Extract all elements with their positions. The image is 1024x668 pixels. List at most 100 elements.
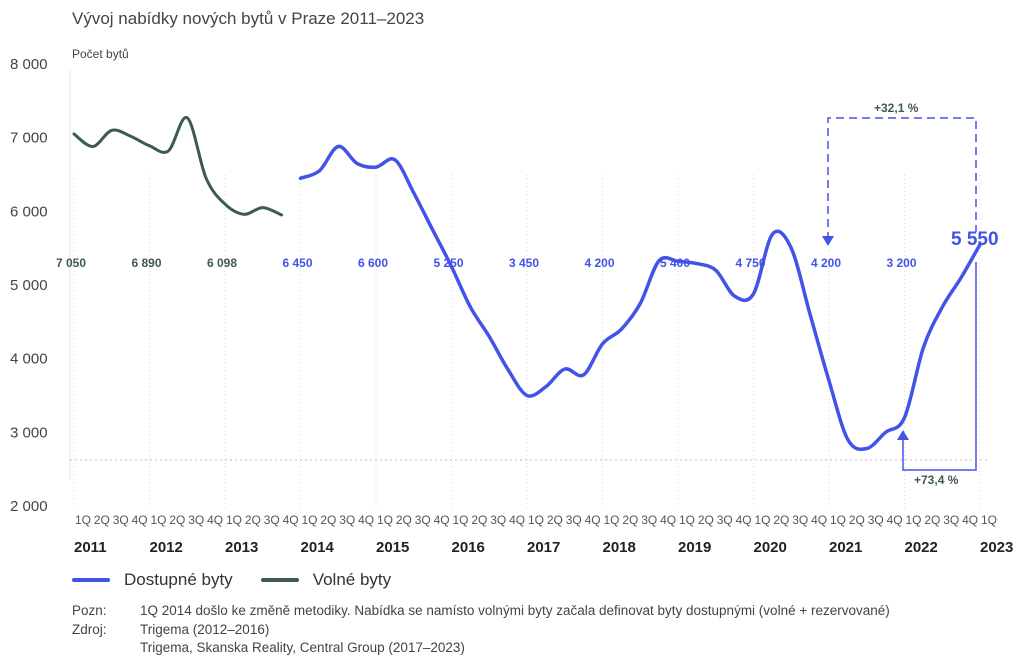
annotation-arrowhead — [822, 236, 834, 246]
data-label: 4 200 — [585, 256, 615, 270]
y-ticks: 2 000 3 000 4 000 5 000 6 000 7 000 8 000 — [10, 56, 48, 515]
quarter-tick-label: 4Q — [358, 513, 374, 527]
quarter-tick-label: 1Q — [226, 513, 242, 527]
note-key: Pozn: — [72, 603, 107, 618]
last-value-label: 5 550 — [951, 229, 999, 250]
quarter-tick-label: 3Q — [792, 513, 808, 527]
quarter-tick-label: 2Q — [169, 513, 185, 527]
year-tick-label: 2019 — [678, 539, 711, 556]
annotation-dashed-bracket — [827, 117, 977, 240]
quarter-tick-label: 2Q — [924, 513, 940, 527]
year-tick-label: 2013 — [225, 539, 258, 556]
y-tick-label: 2 000 — [10, 498, 48, 515]
year-tick-label: 2016 — [452, 539, 485, 556]
quarter-tick-label: 2Q — [471, 513, 487, 527]
quarter-tick-label: 2Q — [396, 513, 412, 527]
quarter-tick-label: 4Q — [585, 513, 601, 527]
y-tick-label: 3 000 — [10, 424, 48, 441]
note-text: Trigema (2012–2016) — [140, 621, 270, 637]
quarter-tick-label: 3Q — [717, 513, 733, 527]
quarter-tick-label: 2Q — [849, 513, 865, 527]
quarter-tick-label: 4Q — [962, 513, 978, 527]
quarter-tick-label: 1Q — [906, 513, 922, 527]
series-line-available — [298, 144, 982, 452]
legend-label-available: Dostupné byty — [124, 570, 233, 589]
quarter-tick-label: 4Q — [132, 513, 148, 527]
quarter-tick-label: 1Q — [679, 513, 695, 527]
quarter-tick-label: 3Q — [868, 513, 884, 527]
quarter-tick-label: 1Q — [604, 513, 620, 527]
quarter-tick-label: 2Q — [622, 513, 638, 527]
grid — [69, 70, 990, 510]
y-tick-label: 4 000 — [10, 351, 48, 368]
quarter-tick-label: 2Q — [245, 513, 261, 527]
year-tick-label: 2021 — [829, 539, 862, 556]
data-label: 4 750 — [736, 256, 766, 270]
note-row: Pozn: 1Q 2014 došlo ke změně metodiky. N… — [72, 602, 890, 621]
y-tick-label: 7 000 — [10, 130, 48, 147]
quarter-tick-label: 3Q — [566, 513, 582, 527]
data-label: 3 200 — [887, 256, 917, 270]
quarter-tick-label: 1Q — [302, 513, 318, 527]
quarter-tick-label: 3Q — [264, 513, 280, 527]
quarter-tick-label: 3Q — [339, 513, 355, 527]
quarter-tick-label: 4Q — [660, 513, 676, 527]
note-text: Trigema, Skanska Reality, Central Group … — [140, 640, 465, 655]
quarter-tick-label: 1Q — [830, 513, 846, 527]
note-row: Trigema, Skanska Reality, Central Group … — [72, 639, 890, 658]
legend-swatch-free — [260, 578, 299, 582]
quarter-tick-label: 1Q — [755, 513, 771, 527]
note-key: Zdroj: — [72, 621, 107, 637]
quarter-tick-label: 1Q — [981, 513, 997, 527]
annotation-solid-bracket — [902, 262, 977, 471]
annotation-increase-minimum: +73,4 % — [914, 473, 959, 487]
quarter-tick-label: 4Q — [887, 513, 903, 527]
data-label: 7 050 — [56, 256, 86, 270]
y-tick-label: 6 000 — [10, 203, 48, 220]
quarter-tick-label: 2Q — [698, 513, 714, 527]
note-row: Zdroj: Trigema (2012–2016) — [72, 621, 890, 640]
annotation-arrowhead — [897, 430, 909, 440]
quarter-tick-label: 3Q — [113, 513, 129, 527]
quarter-tick-label: 4Q — [736, 513, 752, 527]
legend: Dostupné byty Volné byty — [72, 570, 391, 590]
quarter-tick-label: 3Q — [490, 513, 506, 527]
year-tick-label: 2020 — [754, 539, 787, 556]
data-label: 5 250 — [434, 256, 464, 270]
notes: Pozn: 1Q 2014 došlo ke změně metodiky. N… — [72, 602, 890, 658]
annotation-increase-2021: +32,1 % — [874, 101, 919, 115]
data-label: 6 098 — [207, 256, 237, 270]
year-tick-label: 2023 — [980, 539, 1013, 556]
year-tick-label: 2018 — [603, 539, 636, 556]
data-label: 6 450 — [283, 256, 313, 270]
quarter-tick-label: 2Q — [773, 513, 789, 527]
quarter-tick-label: 1Q — [75, 513, 91, 527]
y-axis-label: Počet bytů — [72, 47, 129, 61]
quarter-tick-label: 2Q — [547, 513, 563, 527]
note-text: 1Q 2014 došlo ke změně metodiky. Nabídka… — [140, 603, 890, 618]
data-label: 5 400 — [660, 256, 690, 270]
quarter-tick-label: 2Q — [94, 513, 110, 527]
series-lines — [72, 116, 982, 452]
quarter-tick-label: 4Q — [509, 513, 525, 527]
data-label: 6 600 — [358, 256, 388, 270]
year-tick-label: 2014 — [301, 539, 335, 556]
quarter-tick-label: 1Q — [377, 513, 393, 527]
x-ticks: 1Q 2Q 3Q 4Q 1Q 2Q 3Q 4Q 1Q 2Q 3Q 4Q 1Q 2Q 3Q 4Q 1Q 2Q 3Q 4Q… — [74, 513, 1013, 556]
data-labels: 7 050 6 890 6 098 6 450 6 600 5 250 3 450 4 200… — [56, 256, 917, 270]
quarter-tick-label: 1Q — [151, 513, 167, 527]
annotations: +32,1 % +73,4 % 5 550 — [822, 101, 999, 487]
legend-item-free: Volné byty — [260, 570, 391, 590]
year-tick-label: 2012 — [150, 539, 183, 556]
chart-title: Vývoj nabídky nových bytů v Praze 2011–2… — [72, 9, 424, 28]
note-key — [72, 639, 140, 658]
quarter-tick-label: 3Q — [415, 513, 431, 527]
y-tick-label: 8 000 — [10, 56, 48, 73]
year-tick-label: 2022 — [905, 539, 938, 556]
quarter-tick-label: 3Q — [943, 513, 959, 527]
quarter-tick-label: 3Q — [188, 513, 204, 527]
quarter-tick-label: 4Q — [283, 513, 299, 527]
quarter-tick-label: 4Q — [434, 513, 450, 527]
quarter-tick-label: 3Q — [641, 513, 657, 527]
